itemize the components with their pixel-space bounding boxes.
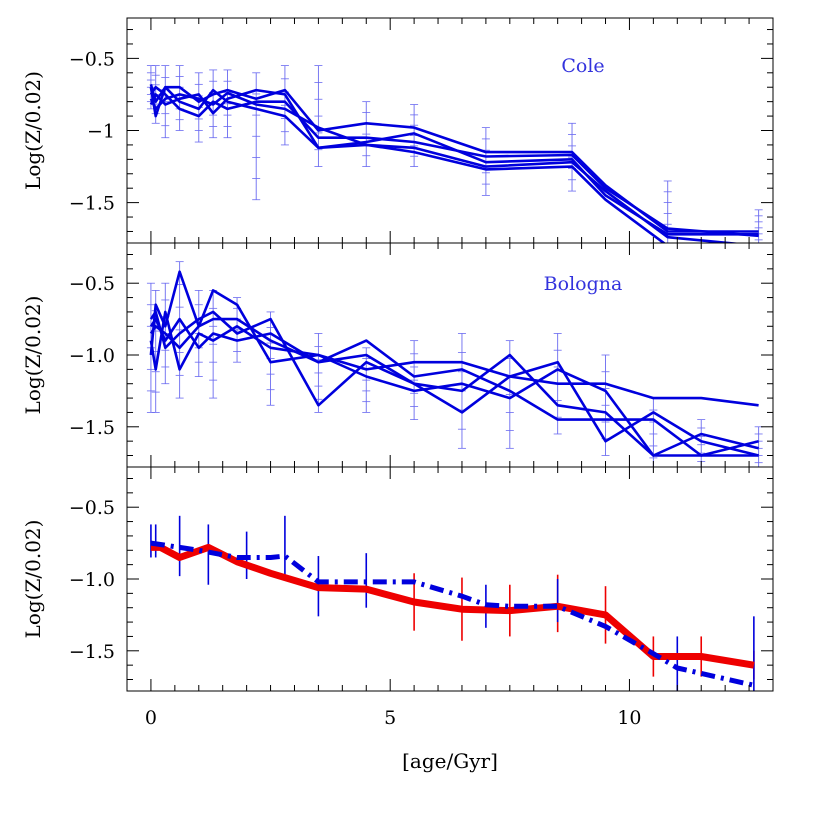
panel-2: −0.5 −1.0 −1.5 Log(Z/0.02) Bologna — [21, 242, 774, 468]
series-line-3 — [149, 310, 759, 457]
series-line-2 — [149, 85, 759, 238]
panel-frame — [126, 17, 774, 244]
x-tick-label: 10 — [617, 707, 641, 729]
panels-group: −0.5 −1 −1.5 Log(Z/0.02) Cole −0.5 −1.0 −1.5 Log… — [21, 17, 774, 692]
series-line-4 — [149, 317, 759, 457]
series-line-5 — [149, 91, 666, 243]
series-line-5 — [149, 317, 759, 457]
x-tick-label: 5 — [384, 707, 396, 729]
x-tick-label: 0 — [145, 707, 157, 729]
series-line-1 — [149, 270, 759, 407]
series-line-1 — [149, 85, 759, 233]
y-tick-label: −0.5 — [69, 497, 115, 519]
y-tick-label: −1.0 — [69, 345, 115, 367]
panel-label: Bologna — [544, 273, 623, 295]
y-tick-label: −1.5 — [69, 193, 115, 215]
y-axis-title: Log(Z/0.02) — [21, 296, 45, 415]
y-axis-title: Log(Z/0.02) — [21, 71, 45, 190]
y-tick-label: −1.5 — [69, 417, 115, 439]
panel-1: −0.5 −1 −1.5 Log(Z/0.02) Cole — [21, 17, 774, 244]
y-tick-label: −1 — [87, 121, 115, 143]
panel-3: −0.5 −1.0 −1.5 Log(Z/0.02) — [21, 466, 774, 692]
y-tick-label: −1.0 — [69, 569, 115, 591]
x-axis-title: [age/Gyr] — [402, 749, 498, 773]
y-axis-title: Log(Z/0.02) — [21, 520, 45, 639]
x-axis: 0 5 10 — [145, 707, 642, 729]
y-tick-label: −1.5 — [69, 641, 115, 663]
panel-label: Cole — [561, 55, 604, 77]
y-tick-label: −0.5 — [69, 273, 115, 295]
y-tick-label: −0.5 — [69, 48, 115, 70]
series-line-red — [150, 543, 755, 669]
plot-area — [146, 261, 763, 467]
panel-frame — [126, 242, 774, 468]
plot-area — [146, 65, 763, 243]
plot-area — [150, 515, 755, 691]
series-line-2 — [149, 310, 759, 457]
